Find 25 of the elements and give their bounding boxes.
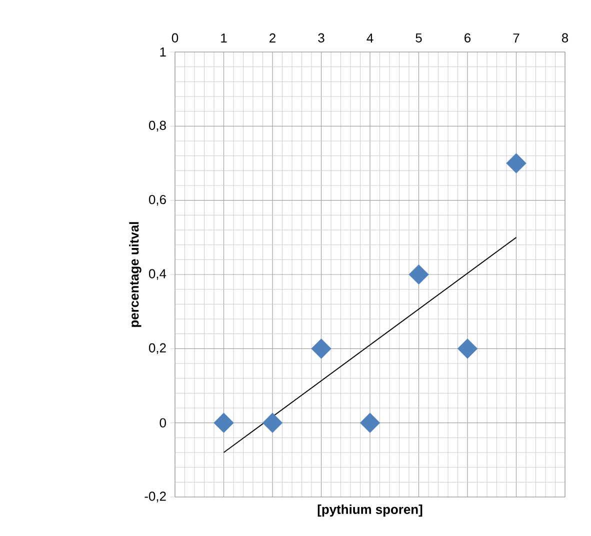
point [262, 412, 283, 433]
y-tick-label: -0,2 [144, 492, 166, 502]
y-tick-label: 0,4 [148, 269, 166, 280]
x-tick-label: 8 [562, 33, 568, 42]
y-tick-label: 0 [160, 418, 166, 428]
x-tick-label: 6 [464, 33, 471, 42]
y-axis-title: percentage uitval [129, 222, 142, 327]
x-axis-title: [pythium sporen] [318, 504, 422, 517]
y-tick-label: 0,2 [148, 343, 166, 354]
point [408, 264, 429, 285]
x-tick-label: 3 [318, 33, 324, 42]
x-tick-label: 2 [270, 33, 276, 42]
x-tick-label: 5 [416, 33, 422, 42]
point [457, 338, 478, 359]
x-tick-label: 0 [172, 33, 178, 42]
point [311, 338, 332, 359]
y-tick-label: 0,8 [148, 120, 166, 132]
y-tick-label: 1 [160, 48, 166, 56]
point [506, 153, 526, 174]
x-tick-label: 7 [513, 34, 520, 42]
x-tick-label: 1 [221, 34, 227, 42]
y-tick-label: 0,6 [148, 194, 166, 206]
point [214, 412, 234, 433]
point [360, 412, 380, 433]
x-tick-label: 4 [366, 34, 374, 42]
